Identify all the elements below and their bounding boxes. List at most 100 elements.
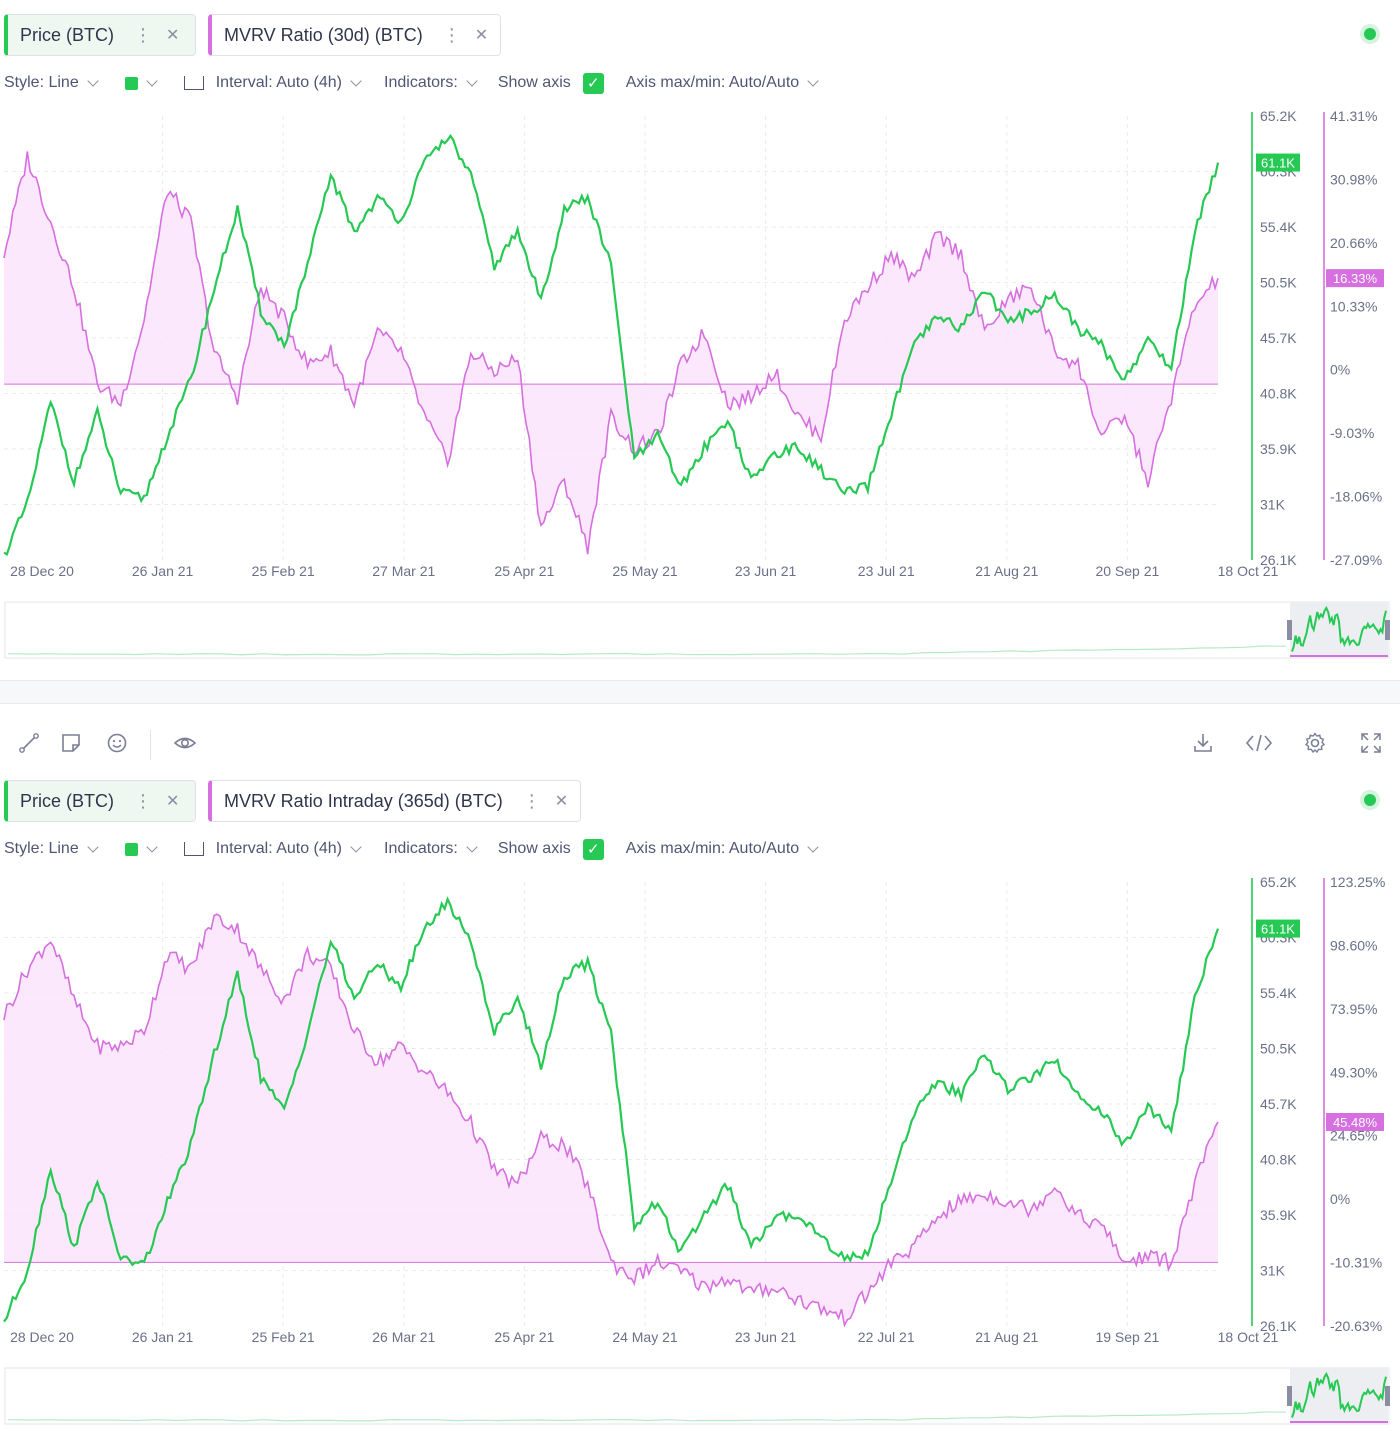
chart-area[interactable]: 28 Dec 20 26 Jan 21 25 Feb 21 26 Mar 21 25 A…: [0, 866, 1400, 1432]
metric-tab-label: Price (BTC): [20, 790, 114, 811]
price-tick-label: 40.8K: [1260, 1152, 1297, 1168]
x-tick-label: 25 May 21: [612, 563, 678, 579]
chevron-down-icon: [466, 75, 478, 87]
x-tick-label: 26 Jan 21: [132, 1329, 194, 1345]
live-status-icon: [1364, 28, 1376, 40]
navigator-frame: [4, 1367, 1390, 1425]
axis-range-label: Axis max/min: Auto/Auto: [625, 840, 800, 857]
price-tick-label: 35.9K: [1260, 441, 1297, 457]
price-tick-label: 55.4K: [1260, 985, 1297, 1001]
chart-panel-2: Price (BTC) ⋮ ✕ MVRV Ratio Intraday (365…: [0, 766, 1400, 1434]
chart-options-bar: Style: Line Interval: Auto (4h) Indicato…: [4, 70, 819, 96]
more-options-icon[interactable]: ⋮: [522, 790, 541, 811]
download-icon[interactable]: [1190, 730, 1216, 756]
mvrv-tick-label: 49.30%: [1330, 1064, 1377, 1080]
color-swatch-icon: [124, 76, 138, 90]
navigator-price-line: [1291, 1371, 1387, 1418]
more-options-icon[interactable]: ⋮: [134, 790, 152, 811]
price-last-badge: [1256, 919, 1300, 938]
indicators-label: Indicators:: [384, 840, 458, 857]
interval-select[interactable]: Interval: Auto (4h): [183, 74, 362, 92]
metric-tab-price[interactable]: Price (BTC) ⋮ ✕: [4, 14, 196, 56]
checkbox-checked-icon[interactable]: ✓: [582, 838, 604, 860]
navigator-history-line: [7, 1411, 1287, 1422]
metric-tab-mvrv[interactable]: MVRV Ratio (30d) (BTC) ⋮ ✕: [208, 14, 502, 56]
price-tick-label: 45.7K: [1260, 330, 1297, 346]
mvrv-line: [3, 151, 1219, 555]
price-tick-label: 31K: [1260, 497, 1286, 513]
mvrv-tick-label: 0%: [1330, 362, 1350, 378]
price-tick-label: 45.7K: [1260, 1096, 1297, 1112]
embed-code-icon[interactable]: [1244, 730, 1274, 756]
close-icon[interactable]: ✕: [166, 793, 180, 810]
style-select[interactable]: Style: Line: [4, 74, 99, 92]
metric-tab-label: MVRV Ratio (30d) (BTC): [224, 24, 423, 45]
chart-toolbar: [0, 730, 1400, 764]
price-tick-label: 65.2K: [1260, 108, 1297, 124]
x-tick-label: 25 Apr 21: [494, 1329, 554, 1345]
mvrv-tick-label: -10.31%: [1330, 1255, 1382, 1271]
chart-area[interactable]: 28 Dec 20 26 Jan 21 25 Feb 21 27 Mar 21 25 A…: [0, 100, 1400, 666]
close-icon[interactable]: ✕: [554, 793, 569, 810]
price-tick-label: 65.2K: [1260, 874, 1297, 890]
eye-icon[interactable]: [172, 730, 198, 756]
mvrv-tick-label: 73.95%: [1330, 1001, 1377, 1017]
mvrv-tick-label: 20.66%: [1330, 235, 1377, 251]
color-select[interactable]: [124, 841, 158, 856]
axis-range-select[interactable]: Axis max/min: Auto/Auto: [625, 74, 819, 92]
chevron-down-icon: [350, 841, 362, 853]
checkbox-checked-icon[interactable]: ✓: [582, 72, 604, 94]
price-line: [3, 896, 1220, 1323]
price-tick-label: 26.1K: [1260, 552, 1297, 568]
price-tick-label: 50.5K: [1260, 1041, 1297, 1057]
metric-tab-price[interactable]: Price (BTC) ⋮ ✕: [4, 780, 196, 822]
chart-options-bar: Style: Line Interval: Auto (4h) Indicato…: [4, 836, 819, 862]
indicators-select[interactable]: Indicators:: [384, 74, 478, 92]
fullscreen-icon[interactable]: [1358, 730, 1384, 756]
x-tick-label: 23 Jun 21: [735, 563, 797, 579]
interval-select[interactable]: Interval: Auto (4h): [183, 840, 362, 858]
mvrv-tick-label: 30.98%: [1330, 171, 1377, 187]
ruler-icon: [183, 76, 204, 90]
color-select[interactable]: [124, 75, 158, 90]
indicators-select[interactable]: Indicators:: [384, 840, 478, 858]
mvrv-last-label: 16.33%: [1333, 271, 1378, 286]
x-tick-label: 27 Mar 21: [372, 563, 435, 579]
close-icon[interactable]: ✕: [166, 27, 180, 44]
mvrv-tick-label: -18.06%: [1330, 489, 1382, 505]
settings-icon[interactable]: [1302, 730, 1328, 756]
navigator-handle-left: [1287, 1386, 1292, 1406]
x-tick-label: 22 Jul 21: [858, 1329, 915, 1345]
sticky-note-icon[interactable]: [58, 730, 84, 756]
interval-label: Interval: Auto (4h): [215, 74, 343, 91]
show-axis-toggle[interactable]: Show axis ✓: [498, 838, 604, 860]
price-last-label: 61.1K: [1261, 156, 1295, 171]
more-options-icon[interactable]: ⋮: [442, 24, 461, 45]
chevron-down-icon: [350, 75, 362, 87]
price-tick-label: 55.4K: [1260, 219, 1297, 235]
axis-range-label: Axis max/min: Auto/Auto: [625, 74, 800, 91]
close-icon[interactable]: ✕: [474, 27, 489, 44]
x-tick-label: 19 Sep 21: [1095, 1329, 1159, 1345]
x-tick-label: 25 Apr 21: [494, 563, 554, 579]
navigator-price-line: [1291, 605, 1387, 652]
navigator-handle-right: [1385, 1386, 1390, 1406]
more-options-icon[interactable]: ⋮: [134, 24, 152, 45]
mvrv-tick-label: 98.60%: [1330, 937, 1377, 953]
style-select[interactable]: Style: Line: [4, 840, 99, 858]
chevron-down-icon: [146, 75, 158, 87]
mvrv-area: [4, 151, 1218, 555]
show-axis-label: Show axis: [497, 74, 571, 91]
chart-panel-1: Price (BTC) ⋮ ✕ MVRV Ratio (30d) (BTC) ⋮…: [0, 0, 1400, 668]
line-draw-icon[interactable]: [16, 730, 42, 756]
mvrv-tick-label: 41.31%: [1330, 108, 1377, 124]
mvrv-last-badge: [1326, 1112, 1384, 1131]
metric-tab-mvrv[interactable]: MVRV Ratio Intraday (365d) (BTC) ⋮ ✕: [208, 780, 582, 822]
mvrv-tick-label: -27.09%: [1330, 552, 1382, 568]
show-axis-toggle[interactable]: Show axis ✓: [497, 72, 604, 94]
emoji-icon[interactable]: [104, 730, 130, 756]
axis-range-select[interactable]: Axis max/min: Auto/Auto: [625, 840, 819, 858]
chevron-down-icon: [807, 75, 819, 87]
x-tick-label: 18 Oct 21: [1218, 563, 1279, 579]
toolbar-separator: [150, 730, 151, 760]
